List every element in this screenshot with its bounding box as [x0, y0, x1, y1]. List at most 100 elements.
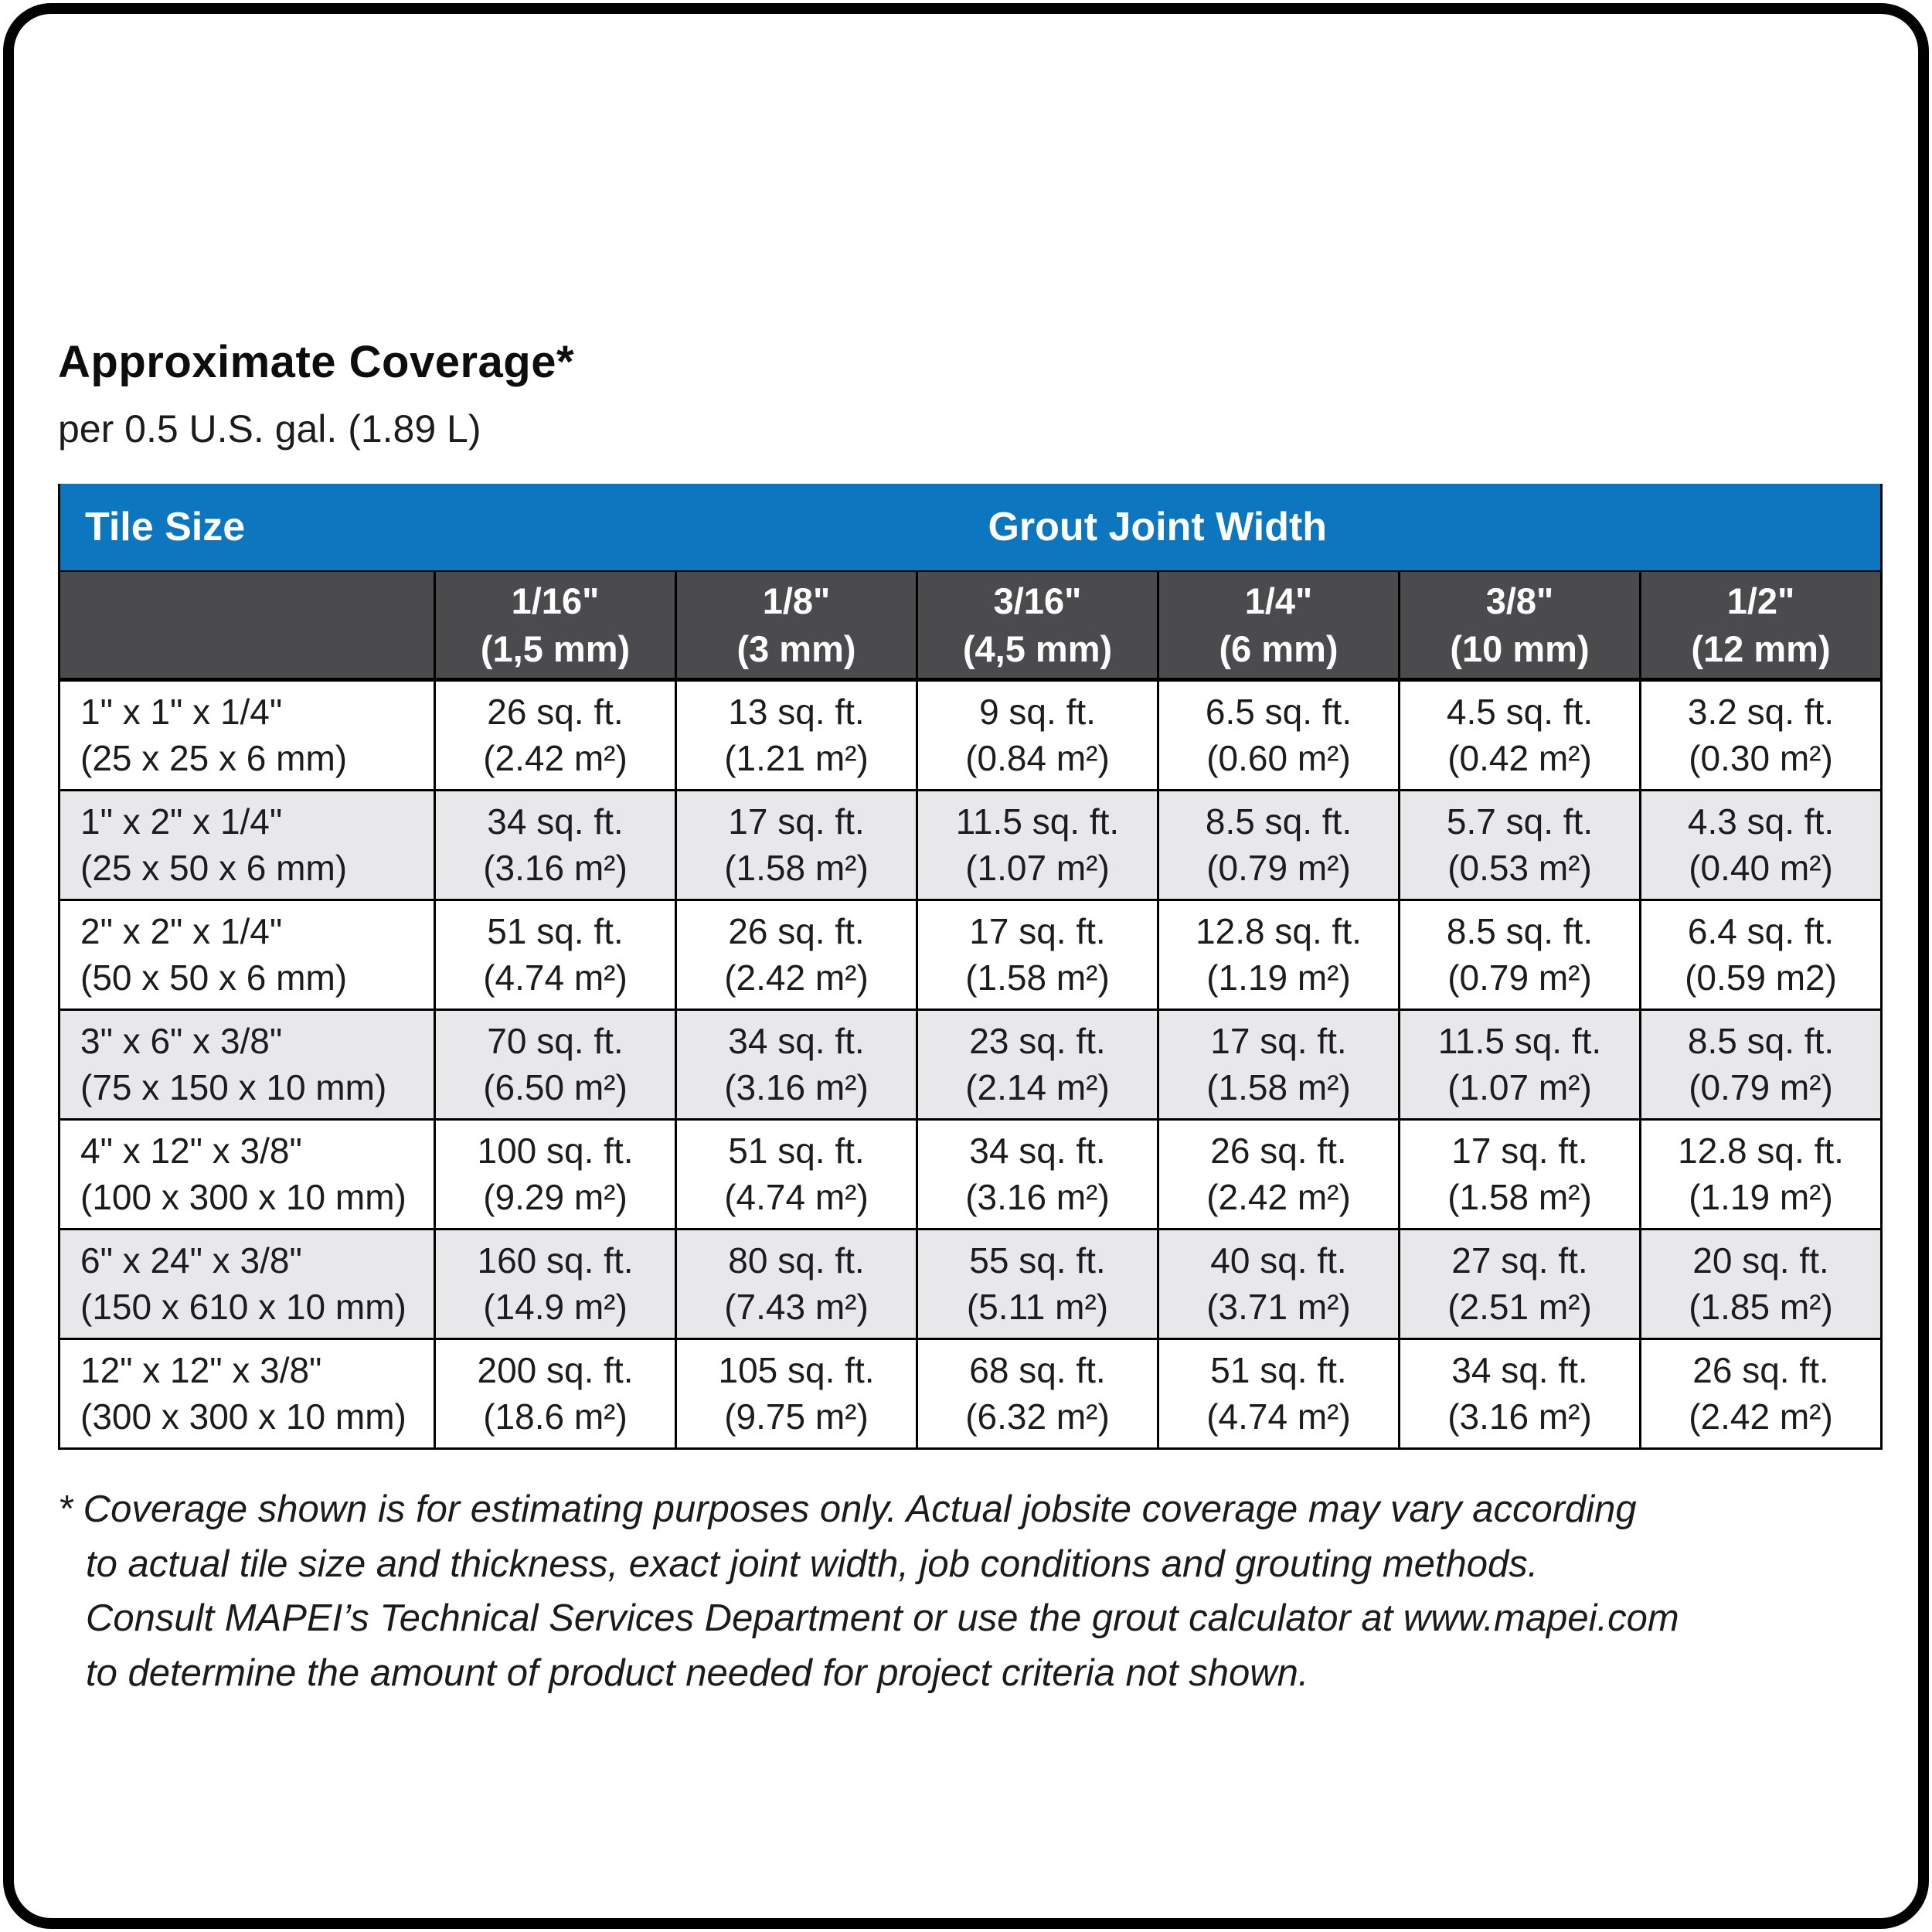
coverage-m2: (1.07 m²): [1447, 1066, 1592, 1107]
coverage-m2: (0.40 m²): [1689, 847, 1833, 888]
coverage-m2: (6.32 m²): [965, 1396, 1110, 1437]
joint-width-metric: (1,5 mm): [480, 628, 631, 669]
page-title: Approximate Coverage*: [58, 337, 575, 387]
tile-size-inches: 2" x 2" x 1/4": [80, 910, 283, 951]
coverage-sqft: 4.3 sq. ft.: [1687, 801, 1835, 842]
coverage-sqft: 8.5 sq. ft.: [1205, 801, 1352, 842]
coverage-m2: (4.74 m²): [1206, 1396, 1351, 1437]
coverage-sqft: 105 sq. ft.: [718, 1349, 875, 1390]
joint-width-metric: (3 mm): [736, 628, 856, 669]
coverage-cell: 34 sq. ft. (3.16 m²): [675, 1009, 918, 1121]
joint-width-metric: (10 mm): [1450, 628, 1590, 669]
coverage-cell: 12.8 sq. ft. (1.19 m²): [1638, 1118, 1883, 1230]
tile-size-cell: 2" x 2" x 1/4" (50 x 50 x 6 mm): [58, 899, 436, 1011]
coverage-cell: 100 sq. ft. (9.29 m²): [434, 1118, 677, 1230]
joint-width-size: 3/16": [993, 580, 1082, 622]
coverage-cell: 34 sq. ft. (3.16 m²): [916, 1118, 1159, 1230]
tile-size-inches: 1" x 2" x 1/4": [80, 801, 283, 842]
tile-size-metric: (300 x 300 x 10 mm): [80, 1396, 406, 1437]
coverage-m2: (2.42 m²): [724, 957, 869, 998]
coverage-cell: 8.5 sq. ft. (0.79 m²): [1398, 899, 1641, 1011]
footnote-line: to determine the amount of product neede…: [86, 1651, 1309, 1694]
coverage-cell: 23 sq. ft. (2.14 m²): [916, 1009, 1159, 1121]
coverage-m2: (0.79 m²): [1206, 847, 1351, 888]
table-row: 2" x 2" x 1/4" (50 x 50 x 6 mm) 51 sq. f…: [58, 899, 1883, 1011]
coverage-sqft: 11.5 sq. ft.: [955, 801, 1120, 842]
coverage-sqft: 6.5 sq. ft.: [1205, 691, 1352, 732]
coverage-cell: 17 sq. ft. (1.58 m²): [675, 789, 918, 901]
table-row: 4" x 12" x 3/8" (100 x 300 x 10 mm) 100 …: [58, 1118, 1883, 1230]
coverage-m2: (14.9 m²): [483, 1286, 628, 1327]
tile-size-metric: (25 x 25 x 6 mm): [80, 737, 348, 778]
tile-size-inches: 3" x 6" x 3/8": [80, 1020, 283, 1061]
coverage-sqft: 17 sq. ft.: [1210, 1020, 1347, 1061]
coverage-cell: 160 sq. ft. (14.9 m²): [434, 1228, 677, 1340]
joint-width-size: 1/8": [762, 580, 831, 622]
coverage-sqft: 23 sq. ft.: [969, 1020, 1106, 1061]
coverage-m2: (0.79 m²): [1689, 1066, 1833, 1107]
tile-size-cell: 3" x 6" x 3/8" (75 x 150 x 10 mm): [58, 1009, 436, 1121]
joint-width-col-header: 1/8" (3 mm): [675, 570, 918, 682]
coverage-m2: (4.74 m²): [724, 1176, 869, 1217]
joint-width-metric: (4,5 mm): [962, 628, 1113, 669]
table-title-row: Tile Size Grout Joint Width: [58, 484, 1883, 571]
footnote-line: * Coverage shown is for estimating purpo…: [58, 1488, 1637, 1530]
tile-size-inches: 6" x 24" x 3/8": [80, 1240, 302, 1281]
joint-width-col-header: 1/4" (6 mm): [1157, 570, 1400, 682]
coverage-sqft: 70 sq. ft.: [487, 1020, 624, 1061]
table-row: 12" x 12" x 3/8" (300 x 300 x 10 mm) 200…: [58, 1338, 1883, 1450]
coverage-footnote: * Coverage shown is for estimating purpo…: [58, 1482, 1882, 1700]
coverage-cell: 200 sq. ft. (18.6 m²): [434, 1338, 677, 1450]
coverage-sqft: 34 sq. ft.: [969, 1130, 1106, 1171]
coverage-sqft: 6.4 sq. ft.: [1687, 910, 1835, 951]
joint-width-metric: (12 mm): [1691, 628, 1831, 669]
coverage-cell: 13 sq. ft. (1.21 m²): [675, 679, 918, 791]
coverage-cell: 70 sq. ft. (6.50 m²): [434, 1009, 677, 1121]
table-row: 1" x 1" x 1/4" (25 x 25 x 6 mm) 26 sq. f…: [58, 679, 1883, 791]
coverage-sqft: 17 sq. ft.: [969, 910, 1106, 951]
coverage-m2: (0.30 m²): [1689, 737, 1833, 778]
coverage-sqft: 12.8 sq. ft.: [1678, 1130, 1844, 1171]
coverage-sqft: 8.5 sq. ft.: [1446, 910, 1594, 951]
coverage-m2: (1.58 m²): [1206, 1066, 1351, 1107]
coverage-sqft: 4.5 sq. ft.: [1446, 691, 1594, 732]
coverage-cell: 3.2 sq. ft. (0.30 m²): [1638, 679, 1883, 791]
coverage-sqft: 68 sq. ft.: [969, 1349, 1106, 1390]
coverage-cell: 34 sq. ft. (3.16 m²): [434, 789, 677, 901]
coverage-cell: 17 sq. ft. (1.58 m²): [916, 899, 1159, 1011]
coverage-m2: (2.14 m²): [965, 1066, 1110, 1107]
coverage-cell: 40 sq. ft. (3.71 m²): [1157, 1228, 1400, 1340]
coverage-cell: 68 sq. ft. (6.32 m²): [916, 1338, 1159, 1450]
coverage-cell: 80 sq. ft. (7.43 m²): [675, 1228, 918, 1340]
coverage-sqft: 27 sq. ft.: [1451, 1240, 1588, 1281]
coverage-sqft: 26 sq. ft.: [728, 910, 865, 951]
coverage-sqft: 12.8 sq. ft.: [1196, 910, 1362, 951]
coverage-cell: 9 sq. ft. (0.84 m²): [916, 679, 1159, 791]
coverage-m2: (1.85 m²): [1689, 1286, 1833, 1327]
tile-size-cell: 12" x 12" x 3/8" (300 x 300 x 10 mm): [58, 1338, 436, 1450]
coverage-sqft: 3.2 sq. ft.: [1687, 691, 1835, 732]
coverage-sqft: 26 sq. ft.: [1210, 1130, 1347, 1171]
coverage-sqft: 51 sq. ft.: [487, 910, 624, 951]
joint-width-col-header: 3/16" (4,5 mm): [916, 570, 1159, 682]
coverage-m2: (0.60 m²): [1206, 737, 1351, 778]
coverage-cell: 17 sq. ft. (1.58 m²): [1157, 1009, 1400, 1121]
coverage-sqft: 17 sq. ft.: [1451, 1130, 1588, 1171]
coverage-m2: (1.58 m²): [724, 847, 869, 888]
coverage-cell: 6.4 sq. ft. (0.59 m2): [1638, 899, 1883, 1011]
footnote-line: Consult MAPEI’s Technical Services Depar…: [86, 1597, 1679, 1640]
coverage-m2: (1.19 m²): [1689, 1176, 1833, 1217]
joint-width-subheader-row: 1/16" (1,5 mm) 1/8" (3 mm) 3/16" (4,5 mm…: [58, 570, 1883, 682]
coverage-m2: (3.16 m²): [965, 1176, 1110, 1217]
coverage-sqft: 20 sq. ft.: [1692, 1240, 1829, 1281]
coverage-m2: (3.71 m²): [1206, 1286, 1351, 1327]
tile-size-cell: 4" x 12" x 3/8" (100 x 300 x 10 mm): [58, 1118, 436, 1230]
coverage-m2: (1.58 m²): [965, 957, 1110, 998]
coverage-m2: (5.11 m²): [966, 1286, 1109, 1327]
coverage-cell: 17 sq. ft. (1.58 m²): [1398, 1118, 1641, 1230]
tile-size-metric: (150 x 610 x 10 mm): [80, 1286, 406, 1327]
coverage-cell: 8.5 sq. ft. (0.79 m²): [1638, 1009, 1883, 1121]
tile-size-inches: 12" x 12" x 3/8": [80, 1349, 322, 1390]
coverage-m2: (0.53 m²): [1447, 847, 1592, 888]
